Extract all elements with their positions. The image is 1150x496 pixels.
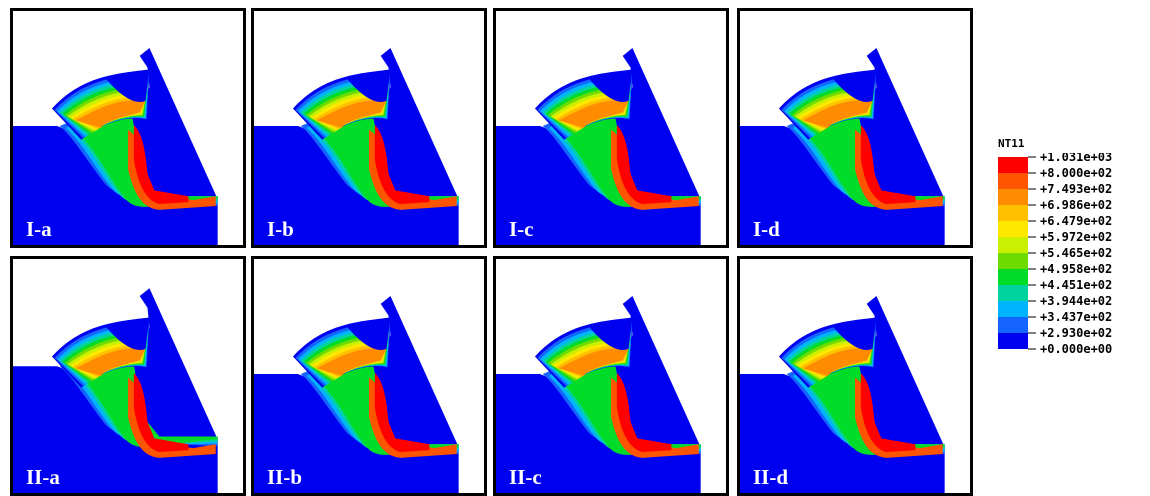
chip-cool-core xyxy=(588,69,633,102)
legend-swatch xyxy=(998,189,1028,205)
shear-zone-hot xyxy=(616,373,672,453)
legend-color-scale: +1.031e+03 +8.000e+02 +7.493e+02 +6.986e+02… xyxy=(998,153,1112,356)
workpiece-band xyxy=(317,96,459,207)
contour-panel-ii-c: II-c xyxy=(493,256,729,496)
chip-cool-core xyxy=(832,317,877,350)
workpiece-band xyxy=(559,96,701,207)
chip-band xyxy=(75,348,146,376)
chip-band xyxy=(558,100,629,128)
contour-panel-ii-d: II-d xyxy=(737,256,973,496)
legend-tick-label: +1.031e+03 xyxy=(1040,153,1112,164)
legend-swatch xyxy=(998,221,1028,237)
chip-cool-core xyxy=(346,69,391,102)
chip-band xyxy=(802,100,873,128)
legend-swatch xyxy=(998,173,1028,189)
temperature-contour xyxy=(254,48,459,245)
chip-cool-core xyxy=(832,69,877,102)
legend-swatch xyxy=(998,157,1028,173)
shear-zone-hot xyxy=(374,125,430,205)
shear-zone-hot xyxy=(374,373,430,453)
temperature-contour xyxy=(13,48,218,245)
temperature-contour xyxy=(13,288,218,493)
workpiece-band xyxy=(76,96,218,207)
legend-tick-label: +5.465e+02 xyxy=(1040,246,1112,260)
contour-panel-ii-b: II-b xyxy=(251,256,487,496)
shear-zone-hot xyxy=(133,373,189,453)
chip-cool-core xyxy=(346,317,391,350)
temperature-contour xyxy=(740,48,945,245)
legend-swatch xyxy=(998,205,1028,221)
legend-swatch xyxy=(998,237,1028,253)
shear-zone-warm xyxy=(369,377,457,458)
legend-tick-label: +0.000e+00 xyxy=(1040,342,1112,356)
legend-tick-label: +3.437e+02 xyxy=(1040,310,1112,324)
temperature-contour xyxy=(254,296,459,493)
contour-panel-i-a: I-a xyxy=(10,8,246,248)
chip-cool-core xyxy=(105,69,150,102)
legend-tick-label: +4.958e+02 xyxy=(1040,262,1112,276)
workpiece-band xyxy=(317,344,459,455)
chip-band xyxy=(558,348,629,376)
legend-swatch xyxy=(998,253,1028,269)
legend-swatch xyxy=(998,285,1028,301)
shear-zone-warm xyxy=(128,129,216,210)
contour-panel-i-b: I-b xyxy=(251,8,487,248)
shear-zone-hot xyxy=(860,125,916,205)
chip-band xyxy=(316,100,387,128)
legend-title: NT11 xyxy=(998,137,1025,150)
contour-panel-ii-a: II-a xyxy=(10,256,246,496)
legend-tick-label: +7.493e+02 xyxy=(1040,182,1112,196)
panel-label: I-d xyxy=(753,217,780,241)
panel-label: I-b xyxy=(267,217,294,241)
legend-swatch xyxy=(998,333,1028,349)
chip-band xyxy=(316,348,387,376)
temperature-legend: NT11 +1.031e+03 +8.000e+02 +7.493e+02 +6.98… xyxy=(996,137,1146,367)
legend-tick-label: +3.944e+02 xyxy=(1040,294,1112,308)
temperature-contour xyxy=(496,296,701,493)
contour-panel-i-d: I-d xyxy=(737,8,973,248)
legend-tick-label: +6.986e+02 xyxy=(1040,198,1112,212)
chip-cool-core xyxy=(588,317,633,350)
legend-tick-label: +8.000e+02 xyxy=(1040,166,1112,180)
workpiece-band xyxy=(559,344,701,455)
legend-tick-label: +4.451e+02 xyxy=(1040,278,1112,292)
panel-label: II-a xyxy=(26,465,60,489)
legend-swatch xyxy=(998,317,1028,333)
shear-zone-hot xyxy=(133,125,189,205)
temperature-contour xyxy=(496,48,701,245)
temperature-contour xyxy=(740,296,945,493)
panel-label: II-d xyxy=(753,465,789,489)
workpiece-band xyxy=(803,344,945,455)
legend-swatch xyxy=(998,269,1028,285)
legend-tick-label: +6.479e+02 xyxy=(1040,214,1112,228)
panel-label: II-c xyxy=(509,465,542,489)
workpiece-band xyxy=(803,96,945,207)
chip-cool-core xyxy=(105,317,150,350)
legend-tick-label: +2.930e+02 xyxy=(1040,326,1112,340)
shear-zone-hot xyxy=(616,125,672,205)
panel-label: I-c xyxy=(509,217,534,241)
contour-panel-i-c: I-c xyxy=(493,8,729,248)
shear-zone-warm xyxy=(611,377,699,458)
chip-band xyxy=(802,348,873,376)
panel-label: II-b xyxy=(267,465,303,489)
legend-swatch xyxy=(998,301,1028,317)
shear-zone-hot xyxy=(860,373,916,453)
legend-tick-label: +5.972e+02 xyxy=(1040,230,1112,244)
shear-zone-warm xyxy=(369,129,457,210)
chip-band xyxy=(75,100,146,128)
shear-zone-warm xyxy=(855,129,943,210)
shear-zone-warm xyxy=(128,377,216,458)
shear-zone-warm xyxy=(855,377,943,458)
shear-zone-warm xyxy=(611,129,699,210)
panel-label: I-a xyxy=(26,217,52,241)
